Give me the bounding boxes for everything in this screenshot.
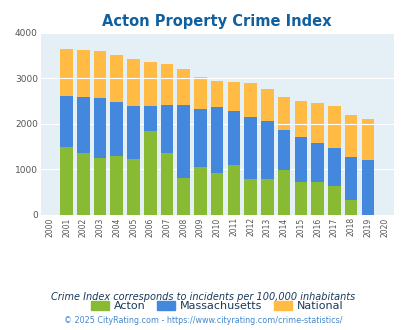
Bar: [110, 156, 123, 214]
Bar: [144, 62, 156, 214]
Bar: [227, 165, 240, 214]
Bar: [294, 101, 307, 214]
Bar: [127, 106, 139, 214]
Bar: [60, 96, 72, 214]
Bar: [327, 148, 340, 214]
Bar: [227, 82, 240, 214]
Bar: [110, 55, 123, 214]
Bar: [211, 81, 223, 214]
Bar: [277, 97, 290, 214]
Bar: [344, 157, 356, 214]
Bar: [94, 51, 106, 214]
Bar: [244, 117, 256, 214]
Bar: [144, 106, 156, 214]
Bar: [160, 153, 173, 215]
Bar: [127, 59, 139, 215]
Bar: [361, 119, 373, 214]
Bar: [194, 77, 206, 215]
Title: Acton Property Crime Index: Acton Property Crime Index: [102, 14, 331, 29]
Bar: [211, 108, 223, 214]
Bar: [177, 178, 190, 214]
Bar: [260, 121, 273, 214]
Bar: [227, 112, 240, 214]
Bar: [60, 49, 72, 214]
Bar: [277, 170, 290, 215]
Bar: [110, 102, 123, 214]
Bar: [327, 186, 340, 215]
Bar: [194, 167, 206, 214]
Bar: [361, 160, 373, 214]
Bar: [77, 97, 90, 214]
Bar: [194, 109, 206, 214]
Bar: [260, 179, 273, 215]
Bar: [77, 153, 90, 214]
Text: © 2025 CityRating.com - https://www.cityrating.com/crime-statistics/: © 2025 CityRating.com - https://www.city…: [64, 315, 341, 325]
Bar: [344, 200, 356, 214]
Bar: [294, 182, 307, 214]
Bar: [77, 50, 90, 214]
Bar: [177, 105, 190, 214]
Bar: [144, 131, 156, 214]
Bar: [127, 159, 139, 214]
Bar: [60, 148, 72, 214]
Legend: Acton, Massachusetts, National: Acton, Massachusetts, National: [86, 296, 347, 315]
Bar: [260, 89, 273, 214]
Bar: [177, 69, 190, 214]
Bar: [344, 115, 356, 214]
Bar: [244, 179, 256, 215]
Bar: [311, 143, 323, 214]
Bar: [94, 158, 106, 214]
Bar: [327, 106, 340, 214]
Bar: [211, 173, 223, 214]
Bar: [244, 83, 256, 214]
Bar: [277, 130, 290, 214]
Bar: [160, 105, 173, 214]
Bar: [294, 137, 307, 214]
Bar: [160, 64, 173, 214]
Bar: [311, 103, 323, 214]
Text: Crime Index corresponds to incidents per 100,000 inhabitants: Crime Index corresponds to incidents per…: [51, 292, 354, 302]
Bar: [311, 182, 323, 214]
Bar: [94, 98, 106, 214]
